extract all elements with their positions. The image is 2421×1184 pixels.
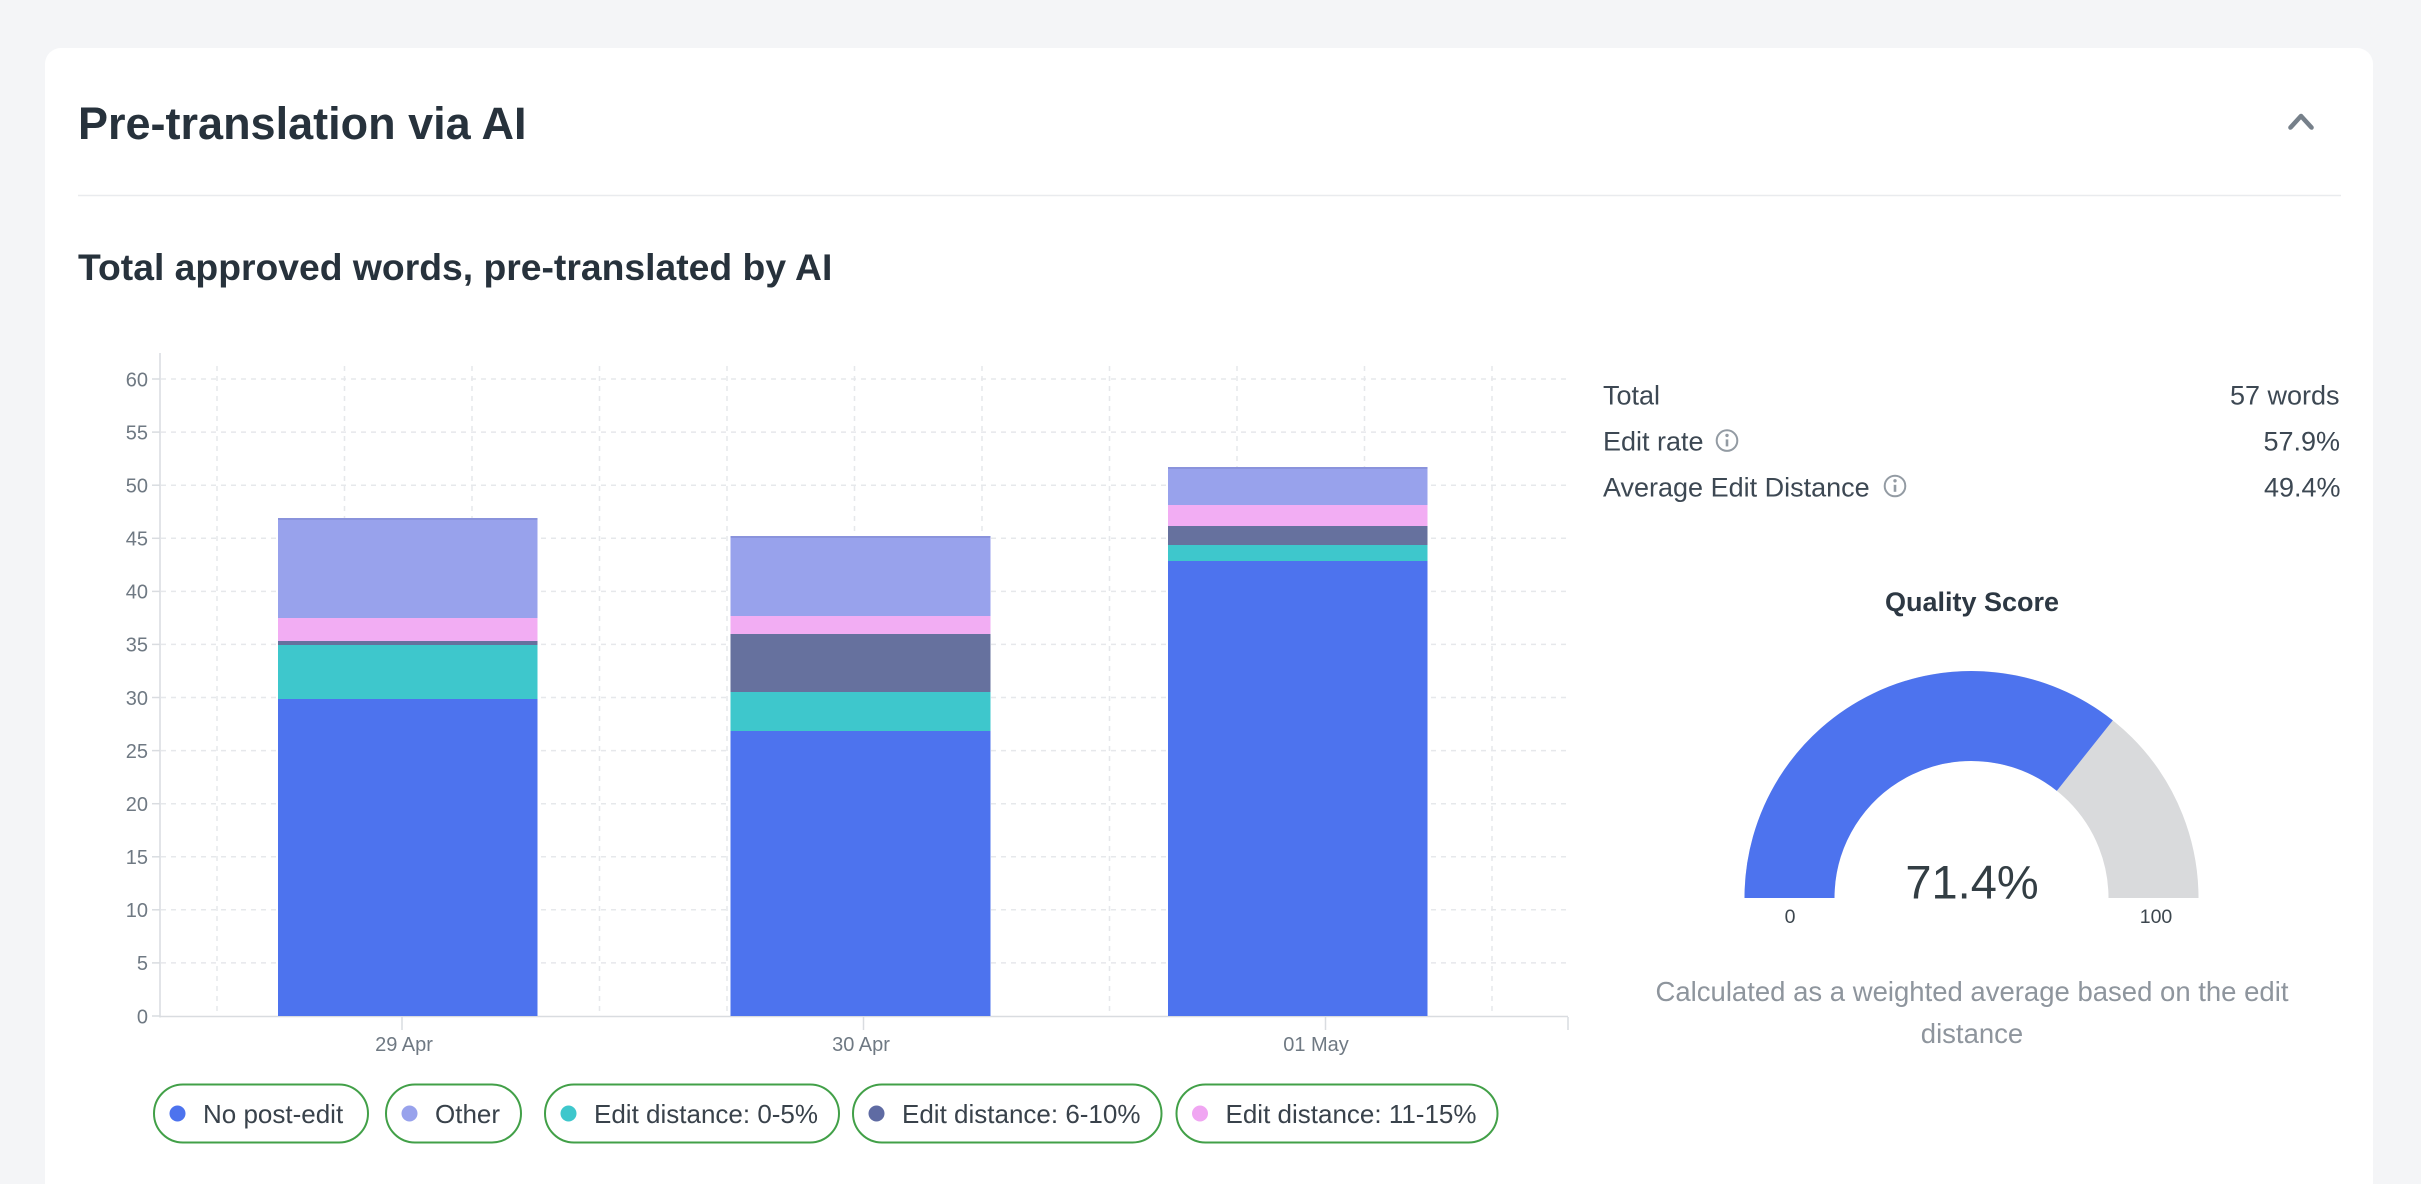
svg-text:Other: Other	[435, 1099, 500, 1129]
svg-text:29 Apr: 29 Apr	[375, 1034, 433, 1056]
svg-text:01 May: 01 May	[1283, 1034, 1349, 1056]
svg-text:Calculated as a weighted avera: Calculated as a weighted average based o…	[1656, 976, 2289, 1007]
svg-text:71.4%: 71.4%	[1905, 856, 2038, 909]
svg-text:55: 55	[126, 422, 148, 444]
svg-text:40: 40	[126, 582, 148, 604]
svg-text:Edit distance: 6-10%: Edit distance: 6-10%	[902, 1099, 1140, 1129]
svg-text:10: 10	[126, 900, 148, 922]
svg-text:15: 15	[126, 847, 148, 869]
svg-text:0: 0	[137, 1006, 148, 1028]
svg-text:60: 60	[126, 369, 148, 391]
svg-text:50: 50	[126, 476, 148, 498]
svg-text:45: 45	[126, 529, 148, 551]
svg-text:30: 30	[126, 688, 148, 710]
svg-text:Average Edit Distance: Average Edit Distance	[1603, 473, 1870, 503]
svg-text:25: 25	[126, 741, 148, 763]
svg-text:Total: Total	[1603, 381, 1660, 411]
svg-text:57.9%: 57.9%	[2263, 427, 2340, 457]
svg-text:Edit distance: 11-15%: Edit distance: 11-15%	[1226, 1099, 1477, 1129]
svg-text:20: 20	[126, 794, 148, 816]
svg-text:Quality Score: Quality Score	[1885, 587, 2059, 617]
svg-text:5: 5	[137, 953, 148, 975]
svg-text:No post-edit: No post-edit	[203, 1099, 344, 1129]
svg-text:distance: distance	[1921, 1018, 2023, 1049]
svg-text:57 words: 57 words	[2230, 381, 2340, 411]
svg-text:Edit distance: 0-5%: Edit distance: 0-5%	[594, 1099, 818, 1129]
svg-text:49.4%: 49.4%	[2264, 473, 2341, 503]
svg-text:30 Apr: 30 Apr	[832, 1034, 890, 1056]
svg-text:35: 35	[126, 635, 148, 657]
svg-text:Pre-translation via AI: Pre-translation via AI	[78, 98, 526, 149]
svg-text:100: 100	[2140, 906, 2173, 928]
svg-text:Total approved words, pre-tran: Total approved words, pre-translated by …	[78, 246, 832, 288]
svg-text:0: 0	[1785, 906, 1796, 928]
svg-text:Edit rate: Edit rate	[1603, 427, 1704, 457]
